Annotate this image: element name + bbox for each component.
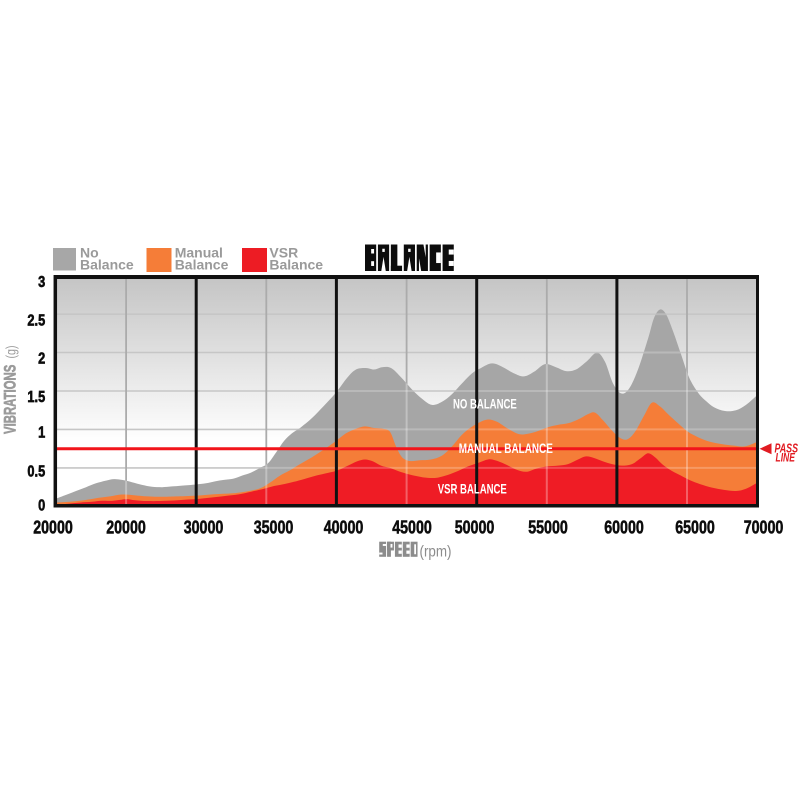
svg-text:3: 3 — [38, 274, 45, 292]
svg-text:Balance: Balance — [269, 257, 323, 273]
svg-text:LINE: LINE — [776, 452, 796, 465]
svg-text:Balance: Balance — [175, 257, 229, 273]
svg-text:Balance: Balance — [80, 257, 134, 273]
svg-text:40000: 40000 — [324, 518, 364, 538]
svg-text:70000: 70000 — [744, 518, 784, 538]
svg-text:45000: 45000 — [392, 518, 432, 538]
svg-text:MANUAL BALANCE: MANUAL BALANCE — [459, 440, 553, 456]
svg-text:50000: 50000 — [455, 518, 495, 538]
svg-text:PASS: PASS — [775, 442, 799, 456]
svg-text:VSR: VSR — [269, 245, 298, 261]
svg-text:2.5: 2.5 — [27, 312, 45, 330]
svg-text:0.5: 0.5 — [27, 463, 45, 481]
svg-text:NO BALANCE: NO BALANCE — [453, 397, 517, 412]
svg-text:No: No — [80, 245, 99, 261]
svg-text:20000: 20000 — [33, 518, 73, 538]
svg-text:65000: 65000 — [675, 518, 715, 538]
svg-text:20000: 20000 — [106, 518, 146, 538]
svg-text:0: 0 — [38, 497, 45, 515]
svg-text:55000: 55000 — [528, 518, 568, 538]
svg-text:60000: 60000 — [604, 518, 644, 538]
svg-text:(rpm): (rpm) — [420, 544, 452, 561]
svg-text:VSR BALANCE: VSR BALANCE — [438, 482, 507, 497]
svg-text:1: 1 — [38, 424, 45, 442]
svg-text:(g): (g) — [3, 345, 19, 358]
svg-text:35000: 35000 — [254, 518, 294, 538]
svg-text:30000: 30000 — [184, 518, 224, 538]
svg-text:Manual: Manual — [175, 245, 223, 261]
svg-text:1.5: 1.5 — [27, 389, 45, 407]
svg-text:VIBRATIONS: VIBRATIONS — [1, 364, 20, 434]
svg-text:2: 2 — [38, 350, 45, 368]
